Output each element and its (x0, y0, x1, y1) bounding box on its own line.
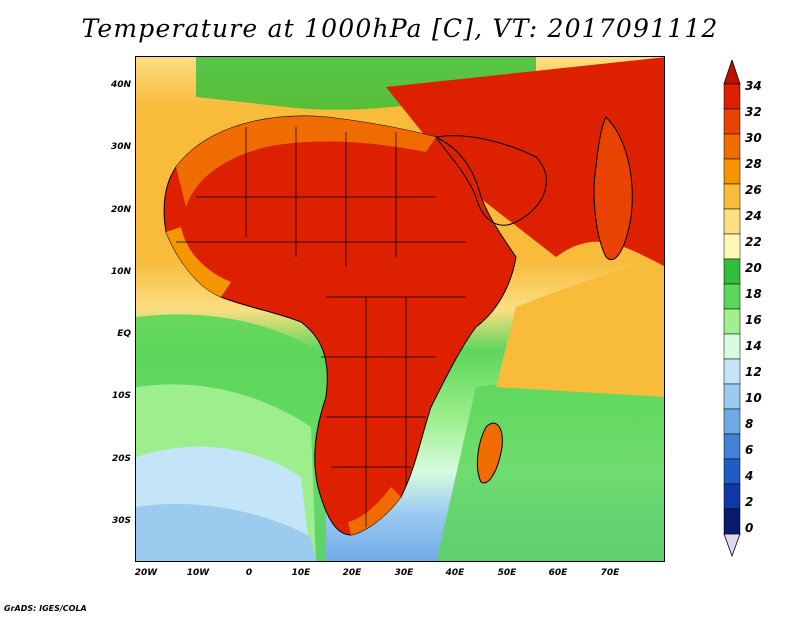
colorbar-cell-7 (723, 258, 741, 285)
colorbar-cell-8 (723, 283, 741, 310)
colorbar-label-20: 20 (745, 261, 762, 275)
colorbar-label-16: 16 (745, 313, 762, 327)
lat-label-30s: 30S (111, 516, 131, 526)
lon-label-30e: 30E (394, 568, 414, 578)
north-africa-margin (176, 116, 436, 207)
middle-east-hot (386, 57, 664, 266)
lon-label-0: 0 (245, 568, 253, 578)
colorbar-label-0: 0 (745, 521, 754, 535)
colorbar-label-34: 34 (745, 79, 762, 93)
colorbar-cell-9 (723, 308, 741, 335)
colorbar-label-12: 12 (745, 365, 762, 379)
footer-credit: GrADS: IGES/COLA (4, 604, 87, 613)
india-landmass (593, 116, 633, 260)
colorbar-cell-3 (723, 158, 741, 185)
colorbar-label-10: 10 (745, 391, 762, 405)
colorbar-label-32: 32 (745, 105, 762, 119)
colorbar-cell-16 (723, 483, 741, 510)
madagascar (476, 422, 503, 484)
colorbar-label-6: 6 (745, 443, 754, 457)
colorbar-label-26: 26 (745, 183, 762, 197)
lat-label-20s: 20S (111, 454, 131, 464)
lat-label-eq: EQ (117, 329, 131, 339)
lon-label-70e: 70E (600, 568, 620, 578)
lat-label-10n: 10N (110, 267, 131, 277)
colorbar-cell-6 (723, 233, 741, 260)
colorbar-bottom-arrow (723, 533, 741, 558)
colorbar-cell-5 (723, 208, 741, 235)
lon-label-60e: 60E (548, 568, 568, 578)
lat-label-30n: 30N (110, 142, 131, 152)
lon-label-10w: 10W (186, 568, 210, 578)
lat-label-40n: 40N (110, 80, 131, 90)
lat-label-10s: 10S (111, 391, 131, 401)
colorbar-label-28: 28 (745, 157, 762, 171)
colorbar-cell-1 (723, 108, 741, 135)
colorbar-label-30: 30 (745, 131, 762, 145)
colorbar-cell-14 (723, 433, 741, 460)
colorbar-cell-0 (723, 83, 741, 110)
colorbar-cells (723, 83, 741, 535)
lon-label-20e: 20E (342, 568, 362, 578)
colorbar-cell-17 (723, 508, 741, 535)
colorbar-cell-12 (723, 383, 741, 410)
lat-label-20n: 20N (110, 205, 131, 215)
lon-label-10e: 10E (291, 568, 311, 578)
atlantic-cold-band (136, 503, 316, 561)
colorbar-label-18: 18 (745, 287, 762, 301)
colorbar-label-24: 24 (745, 209, 762, 223)
lon-label-40e: 40E (445, 568, 465, 578)
map-canvas (136, 57, 664, 561)
colorbar-label-22: 22 (745, 235, 762, 249)
colorbar-cell-11 (723, 358, 741, 385)
lon-label-20w: 20W (134, 568, 158, 578)
south-africa-margin (348, 487, 401, 535)
colorbar (723, 60, 741, 558)
colorbar-cell-10 (723, 333, 741, 360)
west-africa-margin (166, 227, 231, 297)
colorbar-label-4: 4 (745, 469, 754, 483)
colorbar-label-8: 8 (745, 417, 754, 431)
arabia-outline (435, 135, 547, 226)
temperature-map (135, 56, 665, 562)
lon-label-50e: 50E (497, 568, 517, 578)
colorbar-cell-2 (723, 133, 741, 160)
country-borders (176, 127, 466, 527)
colorbar-cell-15 (723, 458, 741, 485)
indian-ocean-warm (496, 257, 664, 397)
colorbar-cell-4 (723, 183, 741, 210)
colorbar-label-2: 2 (745, 495, 754, 509)
map-title: Temperature at 1000hPa [C], VT: 20170911… (81, 14, 719, 43)
colorbar-cell-13 (723, 408, 741, 435)
colorbar-label-14: 14 (745, 339, 762, 353)
colorbar-top-arrow (723, 60, 741, 85)
